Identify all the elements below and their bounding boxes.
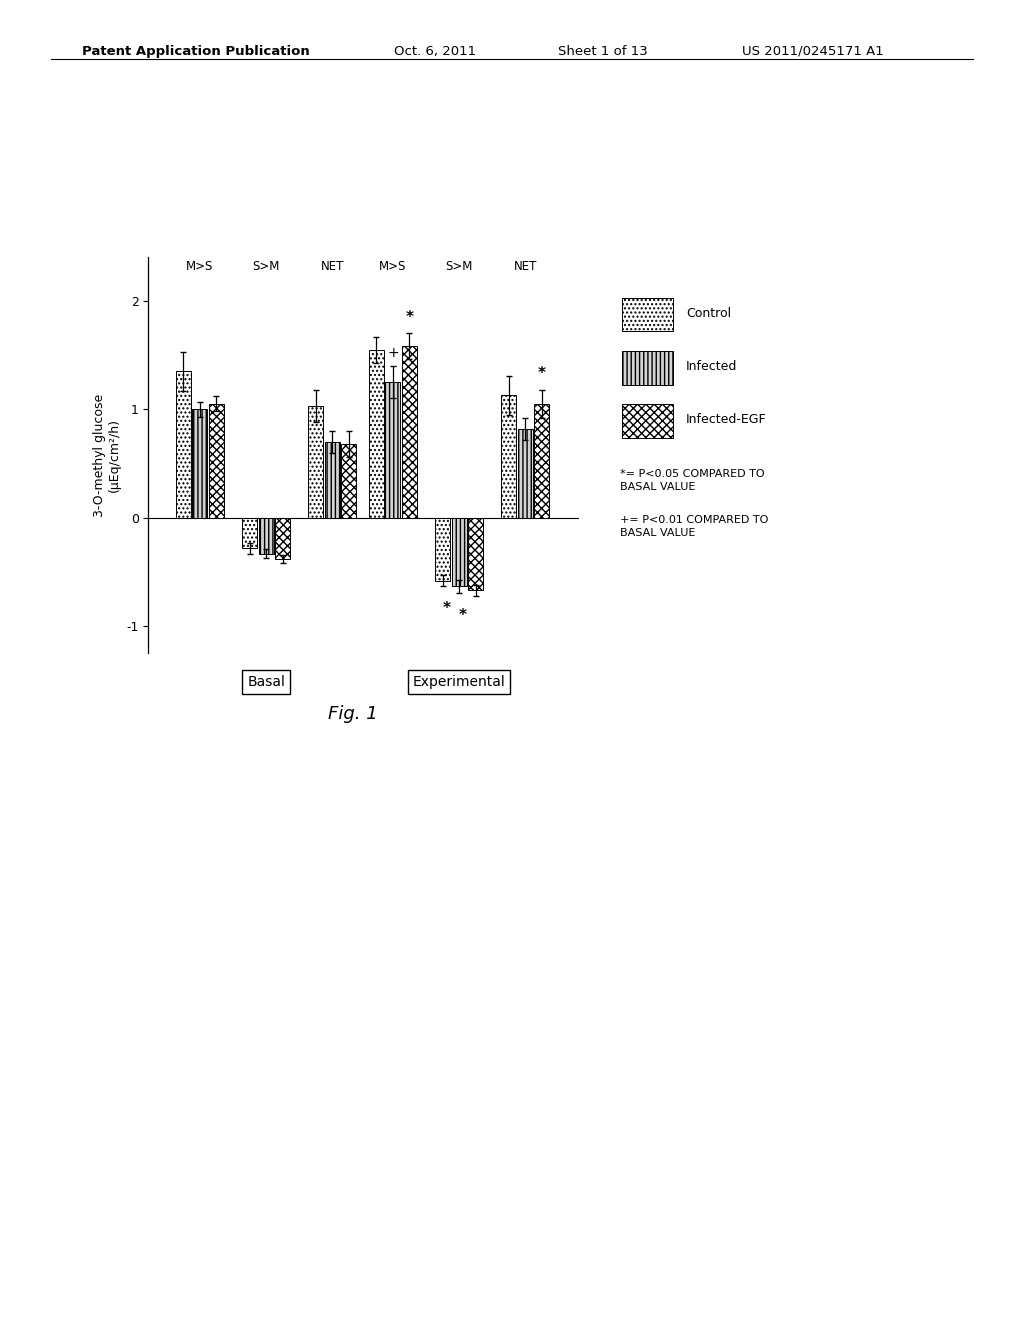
Bar xyxy=(502,395,516,517)
Bar xyxy=(369,350,384,517)
Bar xyxy=(385,383,400,517)
Text: M>S: M>S xyxy=(186,260,214,273)
Text: NET: NET xyxy=(514,260,537,273)
Bar xyxy=(435,517,450,581)
Bar xyxy=(341,444,356,517)
Y-axis label: 3-O-methyl glucose
(μEq/cm²/h): 3-O-methyl glucose (μEq/cm²/h) xyxy=(93,393,121,517)
Bar xyxy=(176,371,190,517)
Text: Fig. 1: Fig. 1 xyxy=(329,705,378,723)
Bar xyxy=(452,517,467,586)
Bar xyxy=(275,517,290,558)
Text: Patent Application Publication: Patent Application Publication xyxy=(82,45,309,58)
Text: Infected-EGF: Infected-EGF xyxy=(686,413,767,426)
Text: M>S: M>S xyxy=(379,260,407,273)
FancyBboxPatch shape xyxy=(622,298,674,331)
FancyBboxPatch shape xyxy=(622,404,674,438)
Text: US 2011/0245171 A1: US 2011/0245171 A1 xyxy=(742,45,884,58)
Text: += P<0.01 COMPARED TO
BASAL VALUE: += P<0.01 COMPARED TO BASAL VALUE xyxy=(620,515,768,539)
Text: *: * xyxy=(442,602,451,616)
Text: *: * xyxy=(459,607,467,623)
Text: Oct. 6, 2011: Oct. 6, 2011 xyxy=(394,45,476,58)
Bar xyxy=(325,442,340,517)
Text: *: * xyxy=(538,366,546,381)
Text: *: * xyxy=(406,310,414,325)
Text: *= P<0.05 COMPARED TO
BASAL VALUE: *= P<0.05 COMPARED TO BASAL VALUE xyxy=(620,469,764,492)
Text: NET: NET xyxy=(321,260,344,273)
Text: Experimental: Experimental xyxy=(413,675,506,689)
Bar xyxy=(259,517,273,553)
FancyBboxPatch shape xyxy=(622,351,674,384)
Bar xyxy=(242,517,257,548)
Text: Sheet 1 of 13: Sheet 1 of 13 xyxy=(558,45,648,58)
Bar xyxy=(402,346,417,517)
Text: +: + xyxy=(387,346,398,360)
Bar xyxy=(468,517,483,590)
Text: Infected: Infected xyxy=(686,360,737,372)
Text: Control: Control xyxy=(686,306,731,319)
Bar xyxy=(193,409,208,517)
Bar xyxy=(209,404,224,517)
Bar xyxy=(308,407,324,517)
Bar xyxy=(535,404,549,517)
Text: S>M: S>M xyxy=(445,260,473,273)
Bar xyxy=(518,429,532,517)
Text: S>M: S>M xyxy=(253,260,280,273)
Text: Basal: Basal xyxy=(247,675,285,689)
